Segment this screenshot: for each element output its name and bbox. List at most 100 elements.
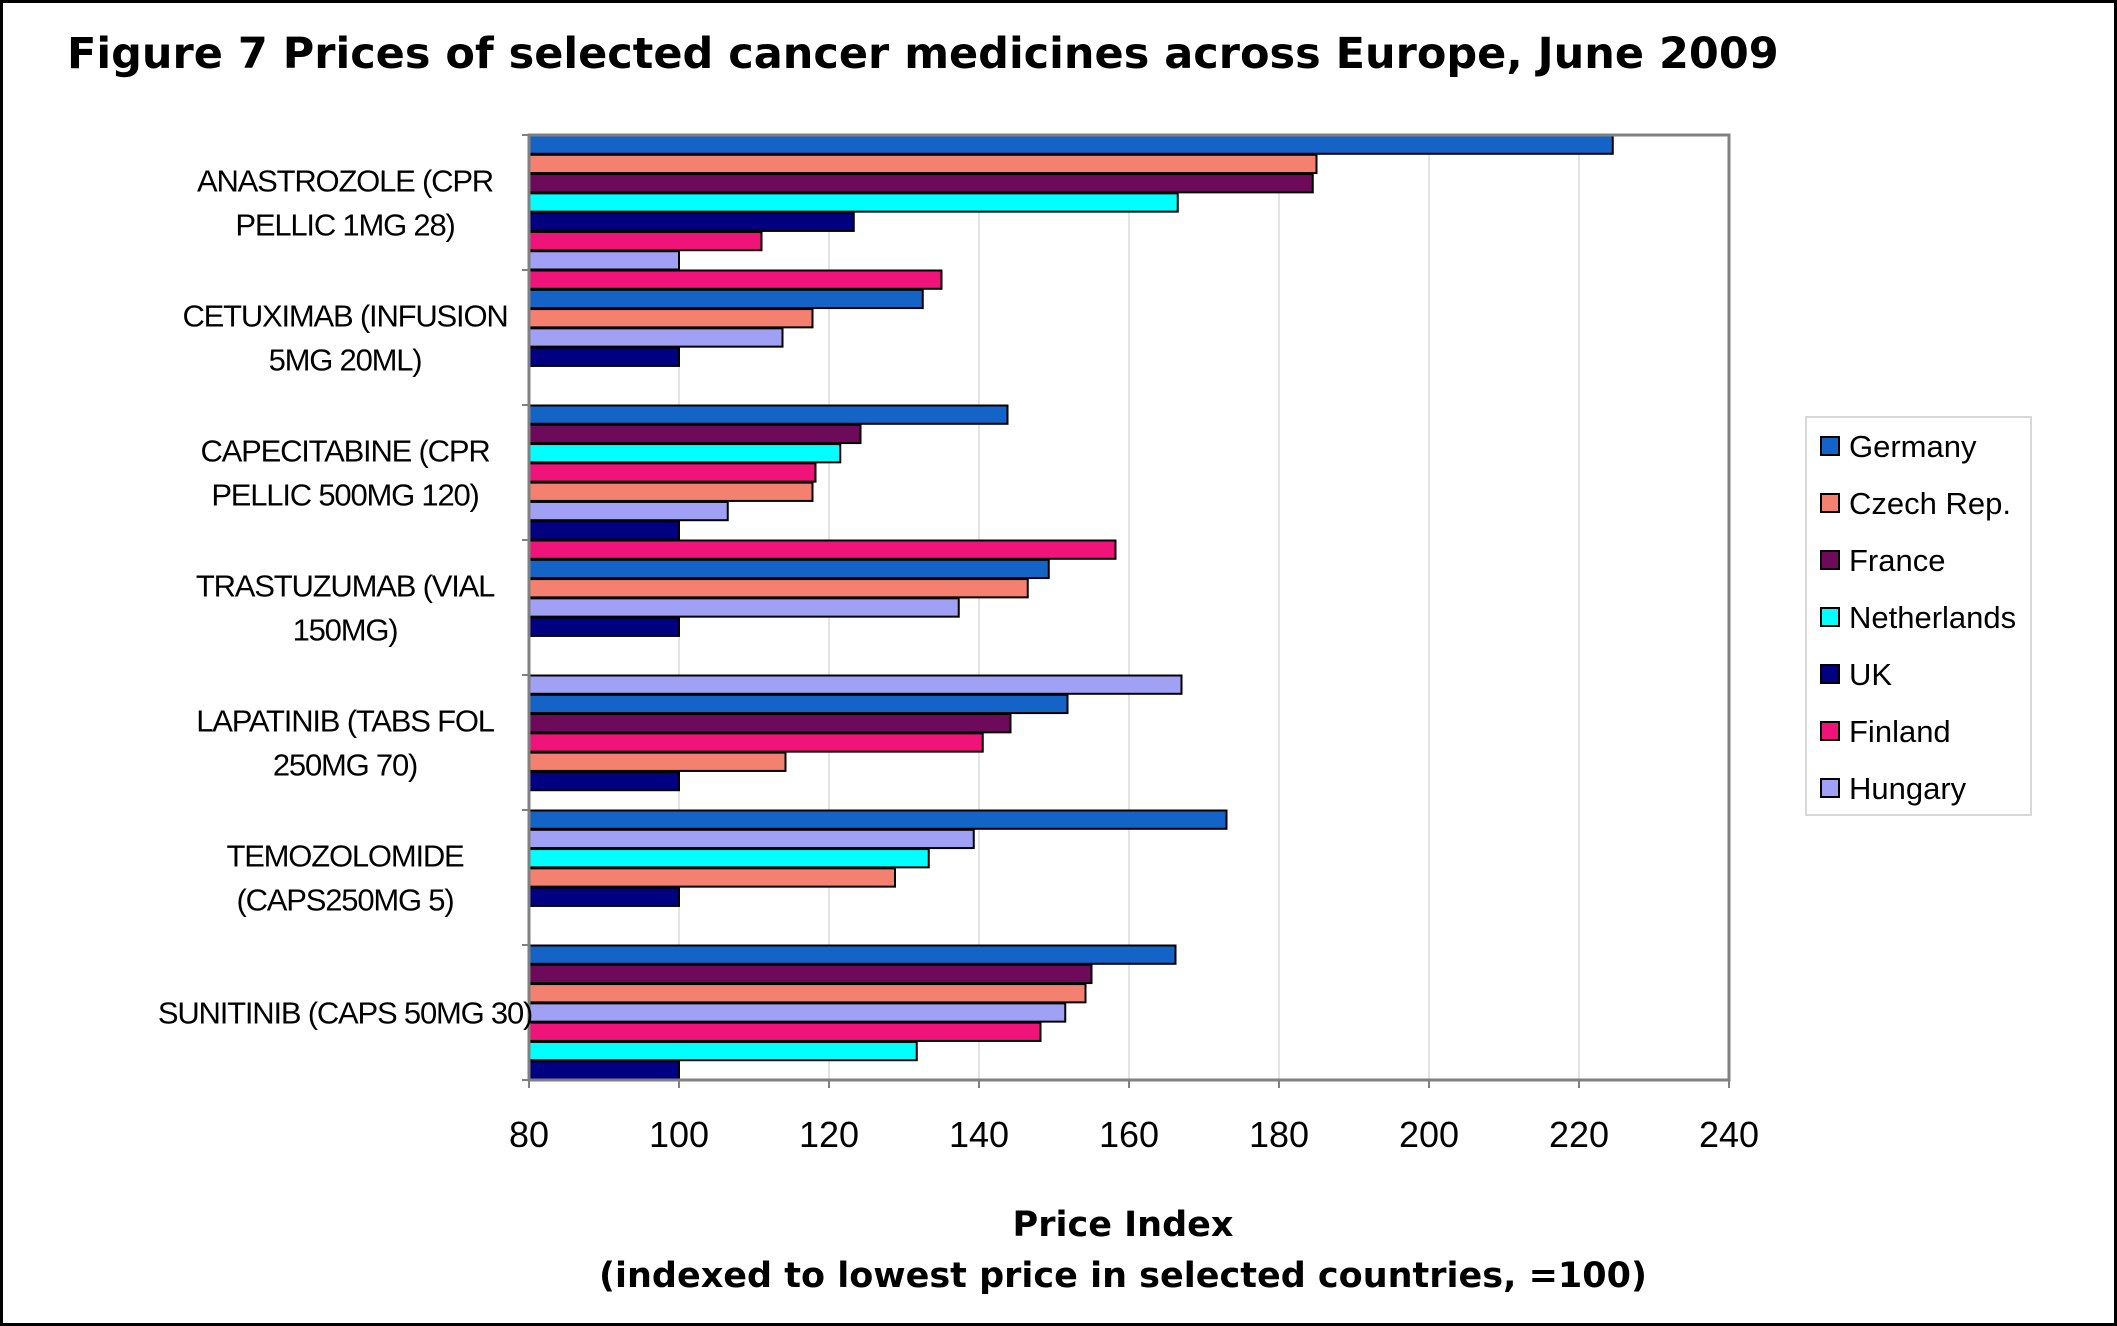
legend-label-finland: Finland (1849, 714, 1951, 749)
category-label: TRASTUZUMAB (VIAL 150MG) (196, 569, 495, 648)
bar-france (528, 173, 1314, 194)
x-tick-label: 120 (799, 1114, 859, 1155)
x-tick-label: 220 (1549, 1114, 1609, 1155)
bar-hungary (528, 250, 680, 271)
bar-hungary (528, 327, 784, 348)
legend-swatch-netherlands (1820, 607, 1840, 627)
category-label-line: 5MG 20ML) (269, 343, 422, 378)
category-label-line: TRASTUZUMAB (VIAL (196, 569, 495, 604)
bar-germany (528, 809, 1228, 830)
bar-finland (528, 269, 943, 290)
chart-title: Figure 7 Prices of selected cancer medic… (67, 29, 1779, 79)
bar-hungary (528, 674, 1183, 695)
legend-swatch-finland (1820, 721, 1840, 741)
x-tick-label: 140 (949, 1114, 1009, 1155)
category-label: CETUXIMAB (INFUSION 5MG 20ML) (182, 299, 507, 378)
legend-swatch-germany (1820, 436, 1840, 456)
legend-label-france: France (1849, 543, 1945, 578)
category-group (528, 404, 1009, 541)
bar-germany (528, 134, 1614, 155)
legend-swatch-france (1820, 550, 1840, 570)
bar-germany (528, 944, 1177, 965)
x-axis-title: Price Index (1013, 1205, 1234, 1245)
bar-germany (528, 404, 1009, 425)
category-label-line: ANASTROZOLE (CPR (197, 164, 493, 199)
bar-czech-rep (528, 867, 896, 888)
bar-netherlands (528, 192, 1179, 213)
bar-hungary (528, 597, 960, 618)
bar-france (528, 713, 1012, 734)
legend-swatch-hungary (1820, 778, 1840, 798)
bar-finland (528, 732, 984, 753)
category-group (528, 539, 1117, 637)
category-group (528, 809, 1228, 907)
legend-label-hungary: Hungary (1849, 771, 1967, 806)
category-group (528, 944, 1177, 1081)
legend-swatch-czech-rep (1820, 493, 1840, 513)
legend-label-uk: UK (1849, 657, 1892, 692)
bar-netherlands (528, 1040, 918, 1062)
legend-label-czech-rep: Czech Rep. (1849, 486, 2011, 521)
x-tick-label: 200 (1399, 1114, 1459, 1155)
category-label-line: TEMOZOLOMIDE (226, 839, 464, 874)
legend: Germany Czech Rep. France Netherlands UK Finl… (1805, 416, 2032, 816)
bar-hungary (528, 1002, 1067, 1023)
bar-germany (528, 288, 924, 310)
bar-netherlands (528, 443, 842, 464)
x-tick-label: 240 (1699, 1114, 1759, 1155)
category-label-line: PELLIC 1MG 28) (235, 208, 454, 243)
bar-finland (528, 462, 817, 483)
category-label: LAPATINIB (TABS FOL 250MG 70) (196, 704, 495, 783)
bar-uk (528, 886, 680, 907)
category-label-line: SUNITINIB (CAPS 50MG 30) (158, 996, 532, 1031)
category-label-line: 150MG) (293, 613, 398, 648)
bar-czech-rep (528, 153, 1318, 175)
bar-uk (528, 520, 680, 541)
legend-label-germany: Germany (1849, 429, 1977, 464)
legend-swatch-uk (1820, 664, 1840, 684)
category-label-line: 250MG 70) (273, 748, 417, 783)
bar-czech-rep (528, 983, 1087, 1004)
bar-uk (528, 346, 680, 367)
category-label-line: PELLIC 500MG 120) (211, 478, 478, 513)
bar-france (528, 423, 862, 445)
category-group (528, 134, 1614, 271)
bar-uk (528, 211, 855, 232)
bar-uk (528, 616, 680, 637)
x-tick-label: 160 (1099, 1114, 1159, 1155)
category-label: CAPECITABINE (CPR PELLIC 500MG 120) (200, 434, 489, 513)
bar-germany (528, 558, 1050, 580)
bar-uk (528, 770, 680, 792)
category-label: SUNITINIB (CAPS 50MG 30) (158, 996, 532, 1031)
category-label: TEMOZOLOMIDE (CAPS250MG 5) (226, 839, 464, 918)
plot-area (522, 133, 1731, 1088)
category-labels: ANASTROZOLE (CPR PELLIC 1MG 28) CETUXIMAB … (158, 164, 533, 1031)
category-label-line: (CAPS250MG 5) (237, 883, 454, 918)
bar-czech-rep (528, 481, 814, 502)
legend-label-netherlands: Netherlands (1849, 600, 2016, 635)
bar-czech-rep (528, 578, 1029, 599)
bar-hungary (528, 828, 975, 850)
bar-germany (528, 693, 1069, 715)
category-label-line: LAPATINIB (TABS FOL (196, 704, 495, 739)
category-label: ANASTROZOLE (CPR PELLIC 1MG 28) (197, 164, 493, 243)
x-tick-label: 80 (509, 1114, 549, 1155)
bar-finland (528, 539, 1117, 560)
bar-uk (528, 1060, 680, 1081)
category-group (528, 269, 943, 367)
x-tick-label: 180 (1249, 1114, 1309, 1155)
bar-finland (528, 1021, 1042, 1042)
bar-france (528, 963, 1093, 985)
x-axis-subtitle: (indexed to lowest price in selected cou… (599, 1256, 1647, 1296)
category-label-line: CAPECITABINE (CPR (200, 434, 489, 469)
x-tick-labels: 80 100 120 140 160 180 200 220 240 (509, 1114, 1759, 1155)
bar-finland (528, 230, 763, 252)
bar-hungary (528, 500, 729, 522)
bar-czech-rep (528, 308, 814, 329)
bar-netherlands (528, 848, 930, 869)
category-label-line: CETUXIMAB (INFUSION (182, 299, 507, 334)
x-tick-label: 100 (649, 1114, 709, 1155)
bar-czech-rep (528, 751, 787, 772)
legend-box (1805, 416, 2032, 816)
